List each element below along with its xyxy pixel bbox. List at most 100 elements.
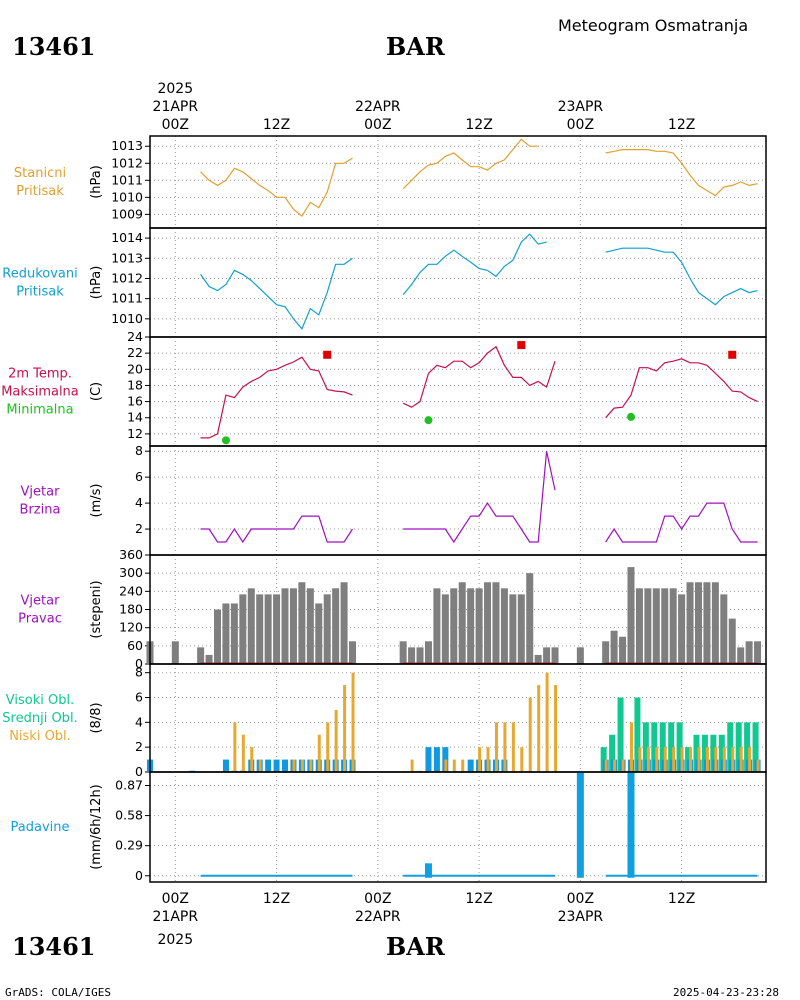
cloud-bar-low xyxy=(638,747,642,772)
wind-direction-bar xyxy=(711,582,719,664)
series-line-station_pressure-1 xyxy=(402,138,539,190)
series-line-wind_speed-0 xyxy=(200,515,354,544)
cloud-bar-mid xyxy=(467,759,474,772)
panel-wind_speed: 2 4 6 8 Vjetar Brzina (m/s) xyxy=(20,443,767,556)
wind-direction-bar xyxy=(484,582,492,664)
panel-label: Redukovani xyxy=(2,267,77,282)
cloud-bar-low xyxy=(545,672,549,772)
precip-bar xyxy=(424,863,432,878)
wind-direction-bar xyxy=(323,594,331,664)
y-tick-label: 240 xyxy=(119,583,143,598)
tmax-marker xyxy=(323,350,332,359)
wind-direction-bar xyxy=(450,588,458,664)
cloud-bar-low xyxy=(756,759,760,772)
wind-direction-bar xyxy=(686,582,694,664)
cloud-bar-low xyxy=(722,747,726,772)
tmin-marker xyxy=(626,412,635,421)
y-tick-label: 20 xyxy=(127,361,143,376)
series-line-wind_speed-2 xyxy=(605,502,758,543)
cloud-bar-low xyxy=(343,685,347,772)
bottom-date-label: 22APR xyxy=(355,909,401,925)
cloud-bar-low xyxy=(629,722,633,772)
y-tick-label: 16 xyxy=(127,394,143,409)
panel-label: Maksimalna xyxy=(1,385,79,400)
y-tick-label: 0 xyxy=(135,656,143,671)
cloud-bar-low xyxy=(452,759,456,772)
bottom-hour-label: 00Z xyxy=(567,891,594,907)
bottom-hour-label: 00Z xyxy=(162,891,189,907)
y-tick-label: 4 xyxy=(135,714,143,729)
wind-direction-bar xyxy=(661,588,669,664)
wind-direction-bar xyxy=(171,641,179,664)
wind-direction-bar xyxy=(273,594,281,664)
cloud-bar-high xyxy=(693,734,700,772)
cloud-bar-low xyxy=(511,722,515,772)
cloud-bar-low xyxy=(444,759,448,772)
y-tick-label: 1014 xyxy=(111,230,143,245)
wind-direction-bar xyxy=(627,567,635,664)
cloud-bar-low xyxy=(604,759,608,772)
cloud-bar-low xyxy=(317,734,321,772)
tmax-marker xyxy=(728,350,737,359)
y-tick-label: 6 xyxy=(135,469,143,484)
wind-direction-bar xyxy=(281,588,289,664)
y-axis-label: (mm/6h/12h) xyxy=(89,784,104,870)
panel-frame xyxy=(149,771,767,883)
cloud-bar-high xyxy=(710,734,717,772)
cloud-bar-high xyxy=(609,734,616,772)
y-tick-label: 1011 xyxy=(111,291,143,306)
cloud-bar-low xyxy=(309,759,313,772)
cloud-bar-low xyxy=(503,722,507,772)
y-tick-label: 1012 xyxy=(111,155,143,170)
y-tick-label: 22 xyxy=(127,345,143,360)
y-tick-label: 2 xyxy=(135,521,143,536)
wind-direction-bar xyxy=(349,641,357,664)
wind-direction-bar xyxy=(230,603,238,664)
wind-direction-bar xyxy=(298,582,306,664)
cloud-bar-low xyxy=(672,747,676,772)
top-time-axis: 2025 00Z 21APR 12Z 00Z 22APR 12Z 00Z 23APR 12Z xyxy=(153,81,696,133)
y-tick-label: 120 xyxy=(119,620,143,635)
cloud-bar-high xyxy=(718,734,725,772)
wind-direction-bar xyxy=(678,594,686,664)
panel-label: Pravac xyxy=(18,612,62,627)
cloud-bar-low xyxy=(680,747,684,772)
y-tick-label: 300 xyxy=(119,565,143,580)
wind-direction-bar xyxy=(500,588,508,664)
wind-direction-bar xyxy=(635,588,643,664)
bottom-date-label: 23APR xyxy=(558,909,604,925)
cloud-bar-low xyxy=(410,759,414,772)
top-date-label: 22APR xyxy=(355,99,401,115)
wind-direction-bar xyxy=(509,594,517,664)
y-tick-label: 18 xyxy=(127,377,143,392)
wind-direction-bar xyxy=(534,654,542,664)
wind-direction-bar xyxy=(475,588,483,664)
top-hour-label: 12Z xyxy=(465,117,492,133)
cloud-bar-low xyxy=(613,759,617,772)
wind-direction-bar xyxy=(222,603,230,664)
precip-bar xyxy=(576,772,584,878)
wind-direction-bar xyxy=(703,582,711,664)
cloud-bar-mid xyxy=(433,747,440,772)
wind-direction-bar xyxy=(433,588,441,664)
panel-label: Padavine xyxy=(11,820,70,835)
wind-direction-bar xyxy=(720,594,728,664)
wind-direction-bar xyxy=(256,594,264,664)
cloud-bar-low xyxy=(292,759,296,772)
bottom-date-label: 21APR xyxy=(153,909,199,925)
wind-direction-bar xyxy=(526,573,534,664)
wind-direction-bar xyxy=(517,594,525,664)
y-axis-label: (hPa) xyxy=(89,165,104,199)
wind-direction-bar xyxy=(247,588,255,664)
wind-direction-bar xyxy=(239,594,247,664)
wind-direction-bar xyxy=(737,647,745,664)
wind-direction-bar xyxy=(458,582,466,664)
header-station-name: BAR xyxy=(386,32,446,61)
wind-direction-bar xyxy=(728,618,736,664)
tmax-marker xyxy=(517,341,526,350)
y-tick-label: 0 xyxy=(135,868,143,883)
wind-direction-bar xyxy=(214,609,222,664)
cloud-bar-low xyxy=(646,747,650,772)
header-station-id: 13461 xyxy=(12,32,96,61)
